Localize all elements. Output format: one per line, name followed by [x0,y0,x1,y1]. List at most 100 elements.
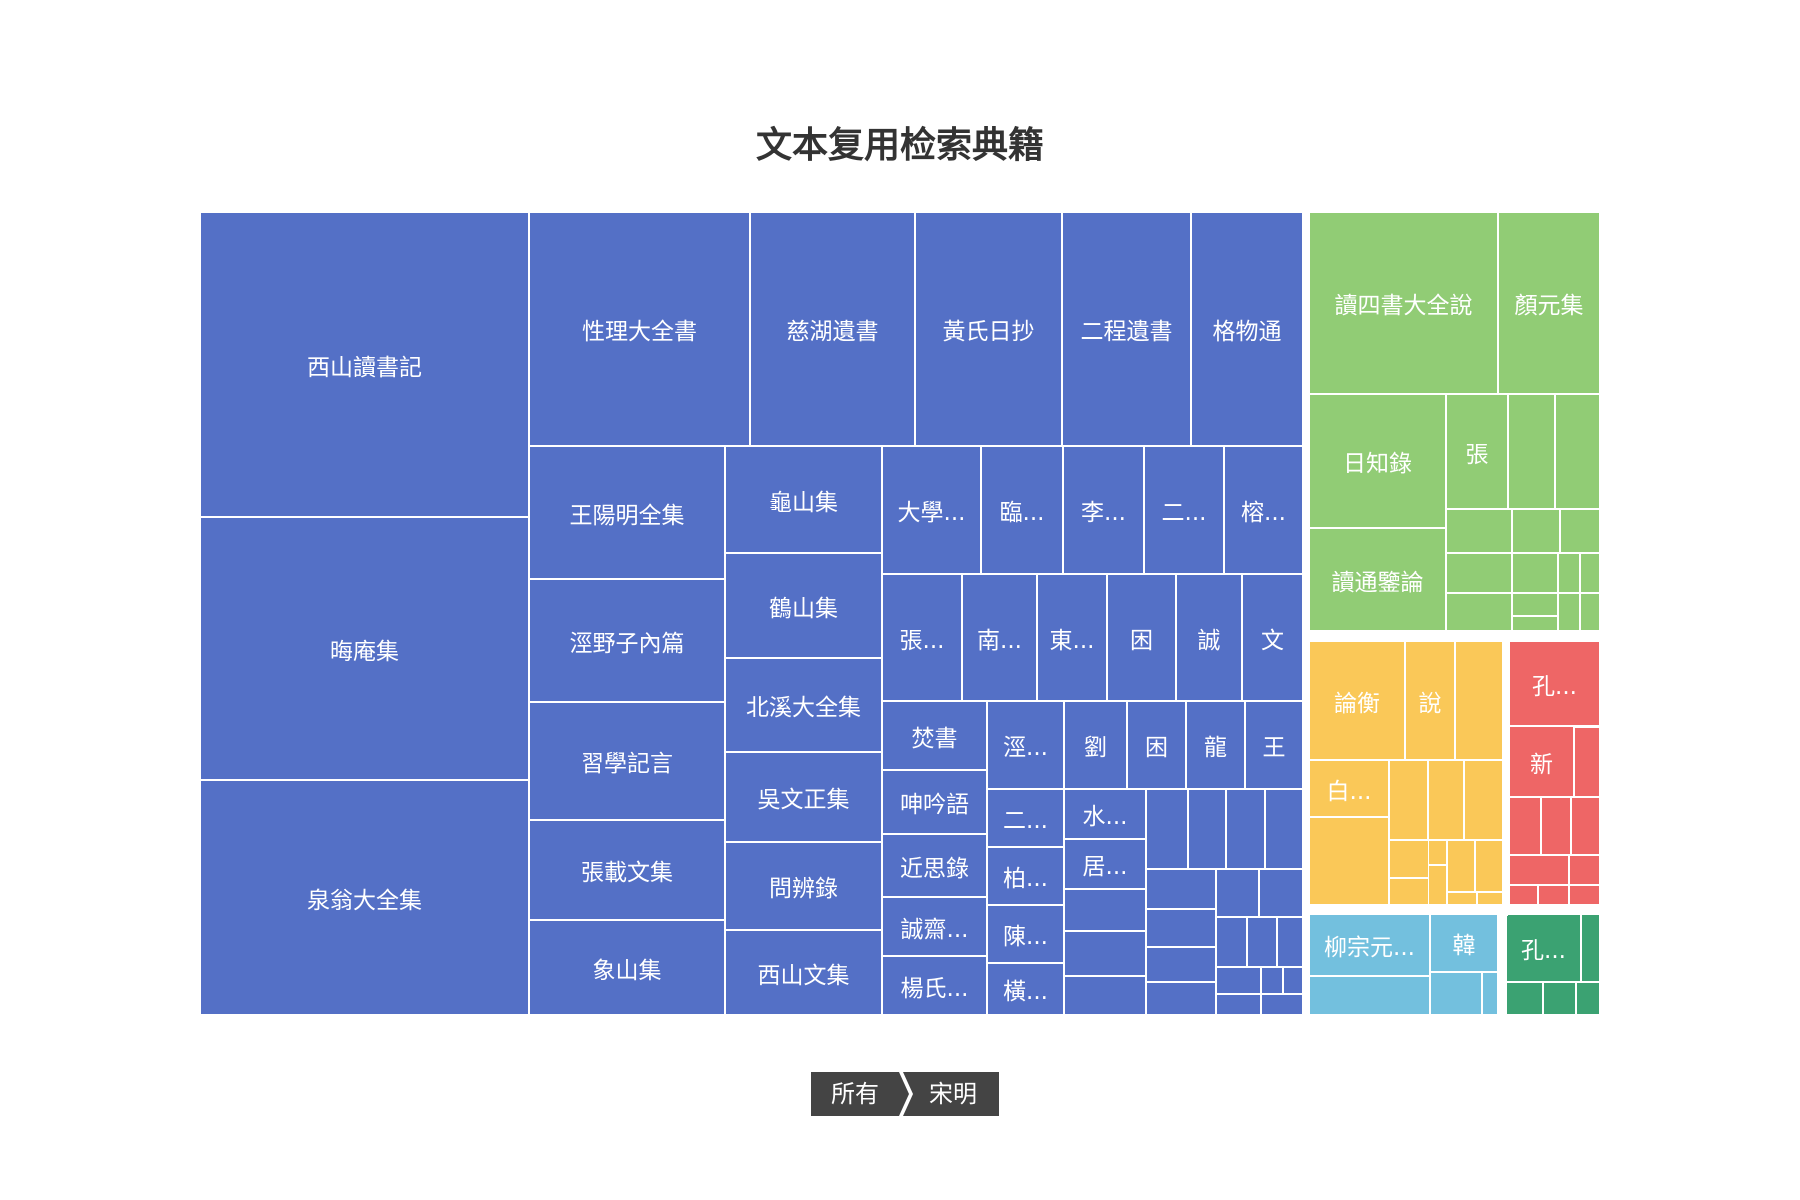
treemap-tile-green-15[interactable] [1512,593,1558,616]
treemap-tile-blue-55[interactable] [1146,947,1216,982]
treemap-tile-yellow-5[interactable] [1428,760,1464,840]
treemap-tile-blue-32[interactable]: 近思錄 [882,834,987,897]
treemap-tile-green-11[interactable] [1512,553,1558,593]
treemap-tile-blue-57[interactable] [1216,869,1259,917]
treemap-tile-green-2[interactable]: 日知錄 [1309,394,1446,528]
treemap-tile-cyan-4[interactable] [1482,972,1498,1015]
treemap-tile-blue-29[interactable]: 文 [1242,574,1303,701]
treemap-tile-blue-43[interactable]: 橫... [987,963,1064,1015]
treemap-tile-yellow-6[interactable] [1464,760,1503,840]
treemap-tile-green-17[interactable] [1558,593,1580,631]
treemap-tile-yellow-10[interactable] [1447,840,1475,892]
treemap-tile-blue-25[interactable]: 南... [962,574,1037,701]
treemap-tile-blue-16[interactable]: 吳文正集 [725,752,882,842]
treemap-tile-green-6[interactable] [1555,394,1600,509]
treemap-tile-yellow-13[interactable] [1477,892,1503,905]
treemap-tile-red-11[interactable] [1574,726,1600,728]
treemap-tile-yellow-3[interactable] [1455,641,1503,760]
treemap-tile-green-0[interactable]: 讀四書大全說 [1309,212,1498,394]
treemap-tile-blue-0[interactable]: 西山讀書記 [200,212,529,517]
treemap-tile-blue-46[interactable] [1064,889,1146,931]
treemap-tile-blue-6[interactable]: 二程遺書 [1062,212,1191,446]
treemap-tile-blue-26[interactable]: 東... [1037,574,1107,701]
treemap-tile-green-14[interactable] [1446,593,1512,631]
treemap-tile-blue-65[interactable] [1216,994,1261,1015]
treemap-tile-red-6[interactable] [1509,855,1569,885]
treemap-tile-blue-35[interactable]: 涇... [987,701,1064,789]
treemap-tile-yellow-7[interactable] [1309,817,1389,905]
treemap-tile-blue-34[interactable]: 楊氏... [882,956,987,1015]
treemap-tile-blue-12[interactable]: 象山集 [529,920,725,1015]
treemap-tile-green-4[interactable]: 讀通鑒論 [1309,528,1446,631]
treemap-tile-blue-9[interactable]: 涇野子內篇 [529,579,725,702]
treemap-tile-blue-15[interactable]: 北溪大全集 [725,658,882,752]
treemap-tile-blue-62[interactable] [1216,967,1261,994]
treemap-tile-blue-45[interactable]: 居... [1064,839,1146,889]
treemap-tile-red-1[interactable]: 新 [1509,726,1574,797]
breadcrumb-item-all[interactable]: 所有 [811,1072,909,1116]
treemap-tile-green-18[interactable] [1580,593,1600,631]
treemap-tile-blue-61[interactable] [1277,917,1303,967]
treemap-tile-cyan-1[interactable]: 韓 [1430,914,1498,972]
treemap-tile-blue-40[interactable]: 二... [987,789,1064,847]
treemap-tile-blue-17[interactable]: 問辨錄 [725,842,882,930]
treemap-tile-yellow-1[interactable]: 說 [1405,641,1455,760]
treemap-tile-yellow-11[interactable] [1475,840,1503,892]
treemap-tile-cyan-2[interactable] [1309,976,1430,1015]
treemap-tile-red-2[interactable] [1574,726,1600,797]
treemap-tile-green-12[interactable] [1558,553,1580,593]
treemap-tile-teal-0[interactable]: 孔... [1506,914,1581,982]
treemap-tile-blue-38[interactable]: 龍 [1186,701,1245,789]
treemap-tile-blue-31[interactable]: 呻吟語 [882,770,987,834]
treemap-tile-teal-2[interactable] [1506,982,1543,1015]
treemap-tile-blue-53[interactable] [1146,869,1216,909]
treemap-tile-blue-27[interactable]: 困 [1107,574,1176,701]
treemap-tile-yellow-12[interactable] [1447,892,1477,905]
treemap-tile-cyan-3[interactable] [1430,972,1482,1015]
treemap-tile-red-7[interactable] [1569,855,1600,885]
treemap-tile-green-8[interactable] [1512,509,1560,553]
treemap-tile-red-4[interactable] [1541,797,1571,855]
treemap-tile-green-16[interactable] [1512,616,1558,631]
treemap-tile-blue-60[interactable] [1247,917,1277,967]
treemap-tile-blue-4[interactable]: 慈湖遺書 [750,212,915,446]
treemap-tile-blue-30[interactable]: 焚書 [882,701,987,770]
treemap-tile-yellow-0[interactable]: 論衡 [1309,641,1405,760]
treemap-tile-blue-1[interactable]: 晦庵集 [200,517,529,780]
treemap-tile-blue-66[interactable] [1261,994,1303,1015]
treemap-tile-teal-4[interactable] [1576,982,1600,1015]
treemap-tile-red-5[interactable] [1571,797,1600,855]
treemap-tile-blue-5[interactable]: 黃氏日抄 [915,212,1062,446]
treemap-tile-blue-11[interactable]: 張載文集 [529,820,725,920]
treemap-tile-blue-19[interactable]: 大學... [882,446,981,574]
treemap-tile-blue-22[interactable]: 二... [1144,446,1224,574]
treemap-tile-blue-36[interactable]: 劉 [1064,701,1127,789]
treemap-tile-teal-5[interactable] [1506,914,1508,916]
treemap-tile-blue-44[interactable]: 水... [1064,789,1146,839]
treemap-tile-blue-21[interactable]: 李... [1063,446,1144,574]
treemap-tile-blue-58[interactable] [1259,869,1303,917]
treemap-tile-yellow-14[interactable] [1428,840,1447,865]
treemap-tile-blue-8[interactable]: 王陽明全集 [529,446,725,579]
treemap-tile-teal-3[interactable] [1543,982,1576,1015]
treemap-tile-blue-20[interactable]: 臨... [981,446,1063,574]
treemap-tile-blue-2[interactable]: 泉翁大全集 [200,780,529,1015]
treemap-tile-yellow-4[interactable] [1389,760,1428,840]
treemap-tile-blue-33[interactable]: 誠齋... [882,897,987,956]
treemap-tile-cyan-0[interactable]: 柳宗元... [1309,914,1430,976]
breadcrumb-item-song-ming[interactable]: 宋明 [903,1072,999,1116]
treemap-tile-blue-63[interactable] [1261,967,1283,994]
treemap-tile-yellow-2[interactable]: 白... [1309,760,1389,817]
treemap-tile-blue-56[interactable] [1146,982,1216,1015]
treemap-tile-blue-14[interactable]: 鶴山集 [725,553,882,658]
treemap-tile-blue-54[interactable] [1146,909,1216,947]
treemap-tile-blue-10[interactable]: 習學記言 [529,702,725,820]
treemap-tile-yellow-15[interactable] [1428,865,1447,905]
treemap-tile-blue-24[interactable]: 張... [882,574,962,701]
treemap-tile-red-10[interactable] [1569,885,1600,905]
treemap-tile-green-13[interactable] [1580,553,1600,593]
treemap-tile-red-8[interactable] [1509,885,1538,905]
treemap-tile-green-10[interactable] [1446,553,1512,593]
treemap-tile-red-3[interactable] [1509,797,1541,855]
treemap-tile-blue-23[interactable]: 榕... [1224,446,1303,574]
